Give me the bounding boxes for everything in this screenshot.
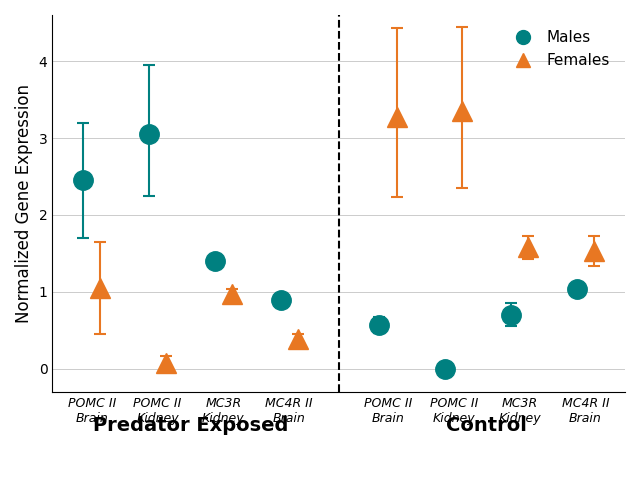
Text: Control: Control <box>446 416 527 436</box>
Y-axis label: Normalized Gene Expression: Normalized Gene Expression <box>15 84 33 323</box>
Legend: Males, Females: Males, Females <box>500 23 618 76</box>
Text: Predator Exposed: Predator Exposed <box>93 416 288 436</box>
